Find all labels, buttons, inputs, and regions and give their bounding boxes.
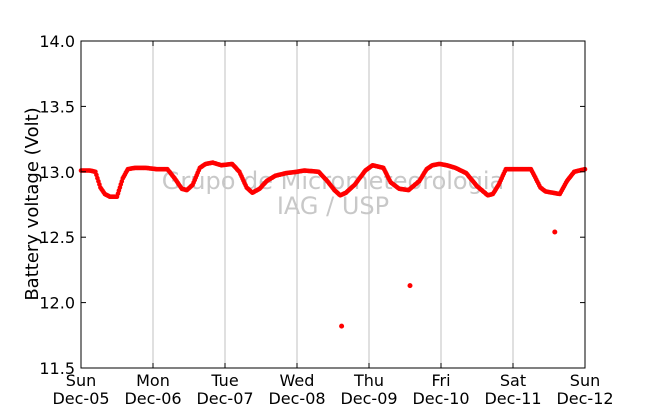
- plot-frame: [80, 40, 586, 369]
- y-tick-label-4: 13.5: [39, 97, 75, 116]
- x-tick-label-date-2: Dec-07: [196, 389, 253, 408]
- x-tick-label-date-0: Dec-05: [52, 389, 109, 408]
- x-tick-label-date-1: Dec-06: [124, 389, 181, 408]
- y-tick-label-3: 13.0: [39, 163, 75, 182]
- y-axis-title: Battery voltage (Volt): [22, 107, 43, 300]
- x-tick-label-day-6: Sat: [500, 371, 526, 390]
- axis-ticks: SunDec-05MonDec-06TueDec-07WedDec-08ThuD…: [39, 32, 613, 408]
- x-tick-label-day-1: Mon: [136, 371, 170, 390]
- x-tick-label-date-6: Dec-11: [484, 389, 541, 408]
- x-tick-label-day-0: Sun: [66, 371, 96, 390]
- outlier-point-2: [552, 229, 558, 235]
- x-tick-label-day-5: Fri: [431, 371, 450, 390]
- x-tick-label-day-3: Wed: [280, 371, 315, 390]
- x-tick-label-day-2: Tue: [210, 371, 238, 390]
- y-tick-label-5: 14.0: [39, 32, 75, 51]
- x-tick-label-date-5: Dec-10: [412, 389, 469, 408]
- y-tick-label-1: 12.0: [39, 294, 75, 313]
- outlier-point-1: [407, 283, 413, 289]
- x-tick-label-date-7: Dec-12: [556, 389, 613, 408]
- grid-lines: [152, 41, 514, 368]
- x-tick-label-day-4: Thu: [353, 371, 384, 390]
- x-tick-label-date-3: Dec-08: [268, 389, 325, 408]
- x-tick-label-day-7: Sun: [570, 371, 600, 390]
- watermark-line-2: IAG / USP: [277, 192, 389, 220]
- y-tick-label-0: 11.5: [39, 359, 75, 378]
- data-points: [78, 160, 588, 329]
- outlier-point-0: [339, 323, 345, 329]
- y-tick-label-2: 12.5: [39, 228, 75, 247]
- x-tick-label-date-4: Dec-09: [340, 389, 397, 408]
- watermark: Grupo de Micrometeorologia IAG / USP: [162, 167, 504, 220]
